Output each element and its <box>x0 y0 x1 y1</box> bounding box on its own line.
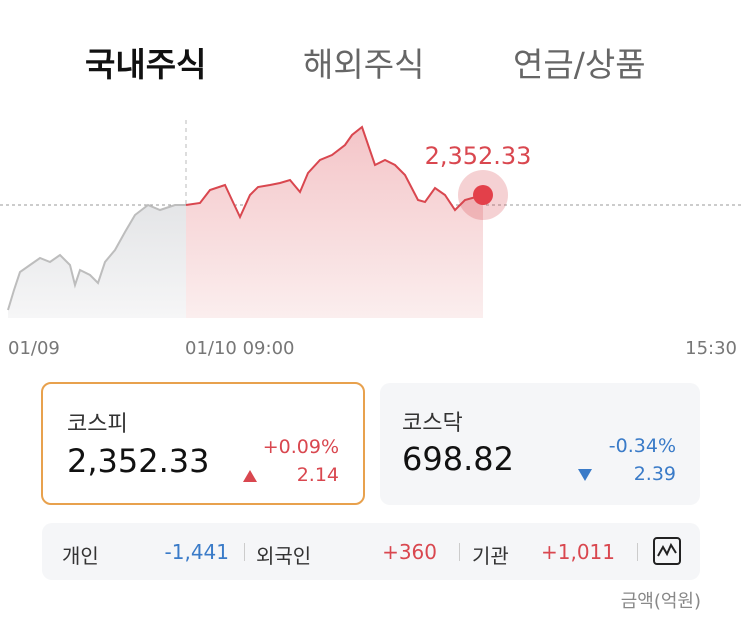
index-name: 코스피 <box>67 412 128 437</box>
investor-value: +1,011 <box>540 540 615 564</box>
change-pct: -0.34% <box>608 435 676 457</box>
x-label: 01/10 09:00 <box>185 338 295 359</box>
investor-name: 외국인 <box>256 544 312 568</box>
tab[interactable]: 국내주식 <box>85 45 207 84</box>
investor-value: +360 <box>382 540 437 564</box>
index-card[interactable]: 코스피 2,352.33 +0.09% 2.14 <box>41 382 365 505</box>
up-icon <box>243 470 257 482</box>
change-pct: +0.09% <box>262 436 339 458</box>
investor-bar <box>42 523 700 580</box>
line <box>185 125 484 220</box>
tab[interactable]: 연금/상품 <box>513 45 646 84</box>
area <box>186 127 483 318</box>
down-icon <box>578 469 592 481</box>
index-value: 698.82 <box>402 440 514 478</box>
investor-value: -1,441 <box>164 540 229 564</box>
point <box>473 185 493 205</box>
investor-name: 기관 <box>472 544 509 568</box>
investor-name: 개인 <box>62 544 99 568</box>
line <box>7 203 186 311</box>
unit-note: 금액(억원) <box>620 591 701 612</box>
divider <box>637 543 638 561</box>
change: 2.39 <box>633 463 676 485</box>
index-value: 2,352.33 <box>67 442 210 480</box>
tab[interactable]: 해외주식 <box>303 45 425 84</box>
area <box>8 205 186 318</box>
chart: 2,352.33 <box>0 120 743 318</box>
current-label: 2,352.33 <box>425 142 532 170</box>
divider <box>459 543 460 561</box>
chart-button[interactable] <box>653 537 681 565</box>
x-label: 01/09 <box>8 338 60 359</box>
index-name: 코스닥 <box>402 411 463 436</box>
x-label: 15:30 <box>685 338 737 359</box>
change: 2.14 <box>296 464 339 486</box>
index-card[interactable]: 코스닥 698.82 -0.34% 2.39 <box>380 383 700 505</box>
divider <box>244 543 245 561</box>
